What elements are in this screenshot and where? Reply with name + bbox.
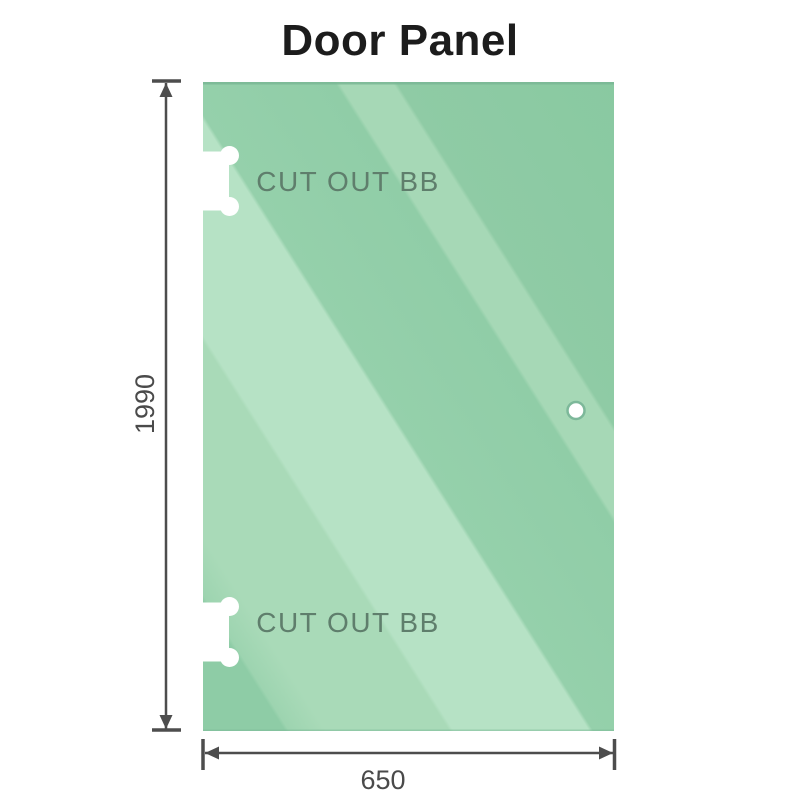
width-dimension-arrow-left-icon [205, 746, 219, 760]
cutout-bottom-notch [199, 602, 229, 662]
width-dimension-arrow-right-icon [599, 746, 613, 760]
cutout-top-upper-lobe [220, 146, 239, 165]
cutout-bottom-label: CUT OUT BB [256, 607, 440, 638]
width-dimension: 650 [201, 739, 617, 795]
cutout-top [199, 146, 239, 216]
cutout-bottom-lower-lobe [220, 648, 239, 667]
cutout-bottom [199, 597, 239, 667]
glass-panel-top-edge [203, 82, 614, 85]
height-dimension: 1990 [130, 79, 181, 732]
height-dimension-label: 1990 [130, 374, 160, 434]
glass-panel-body [203, 82, 614, 731]
cutout-bottom-upper-lobe [220, 597, 239, 616]
cutout-top-label: CUT OUT BB [256, 166, 440, 197]
cutout-top-notch [199, 151, 229, 211]
cutout-top-lower-lobe [220, 197, 239, 216]
handle-hole-icon [566, 400, 586, 421]
glass-panel [203, 82, 614, 731]
page-title: Door Panel [281, 16, 519, 65]
height-dimension-arrow-up-icon [159, 83, 173, 97]
width-dimension-label: 650 [360, 765, 405, 795]
height-dimension-arrow-down-icon [159, 715, 173, 729]
glass-panel-bottom-edge [203, 729, 614, 731]
